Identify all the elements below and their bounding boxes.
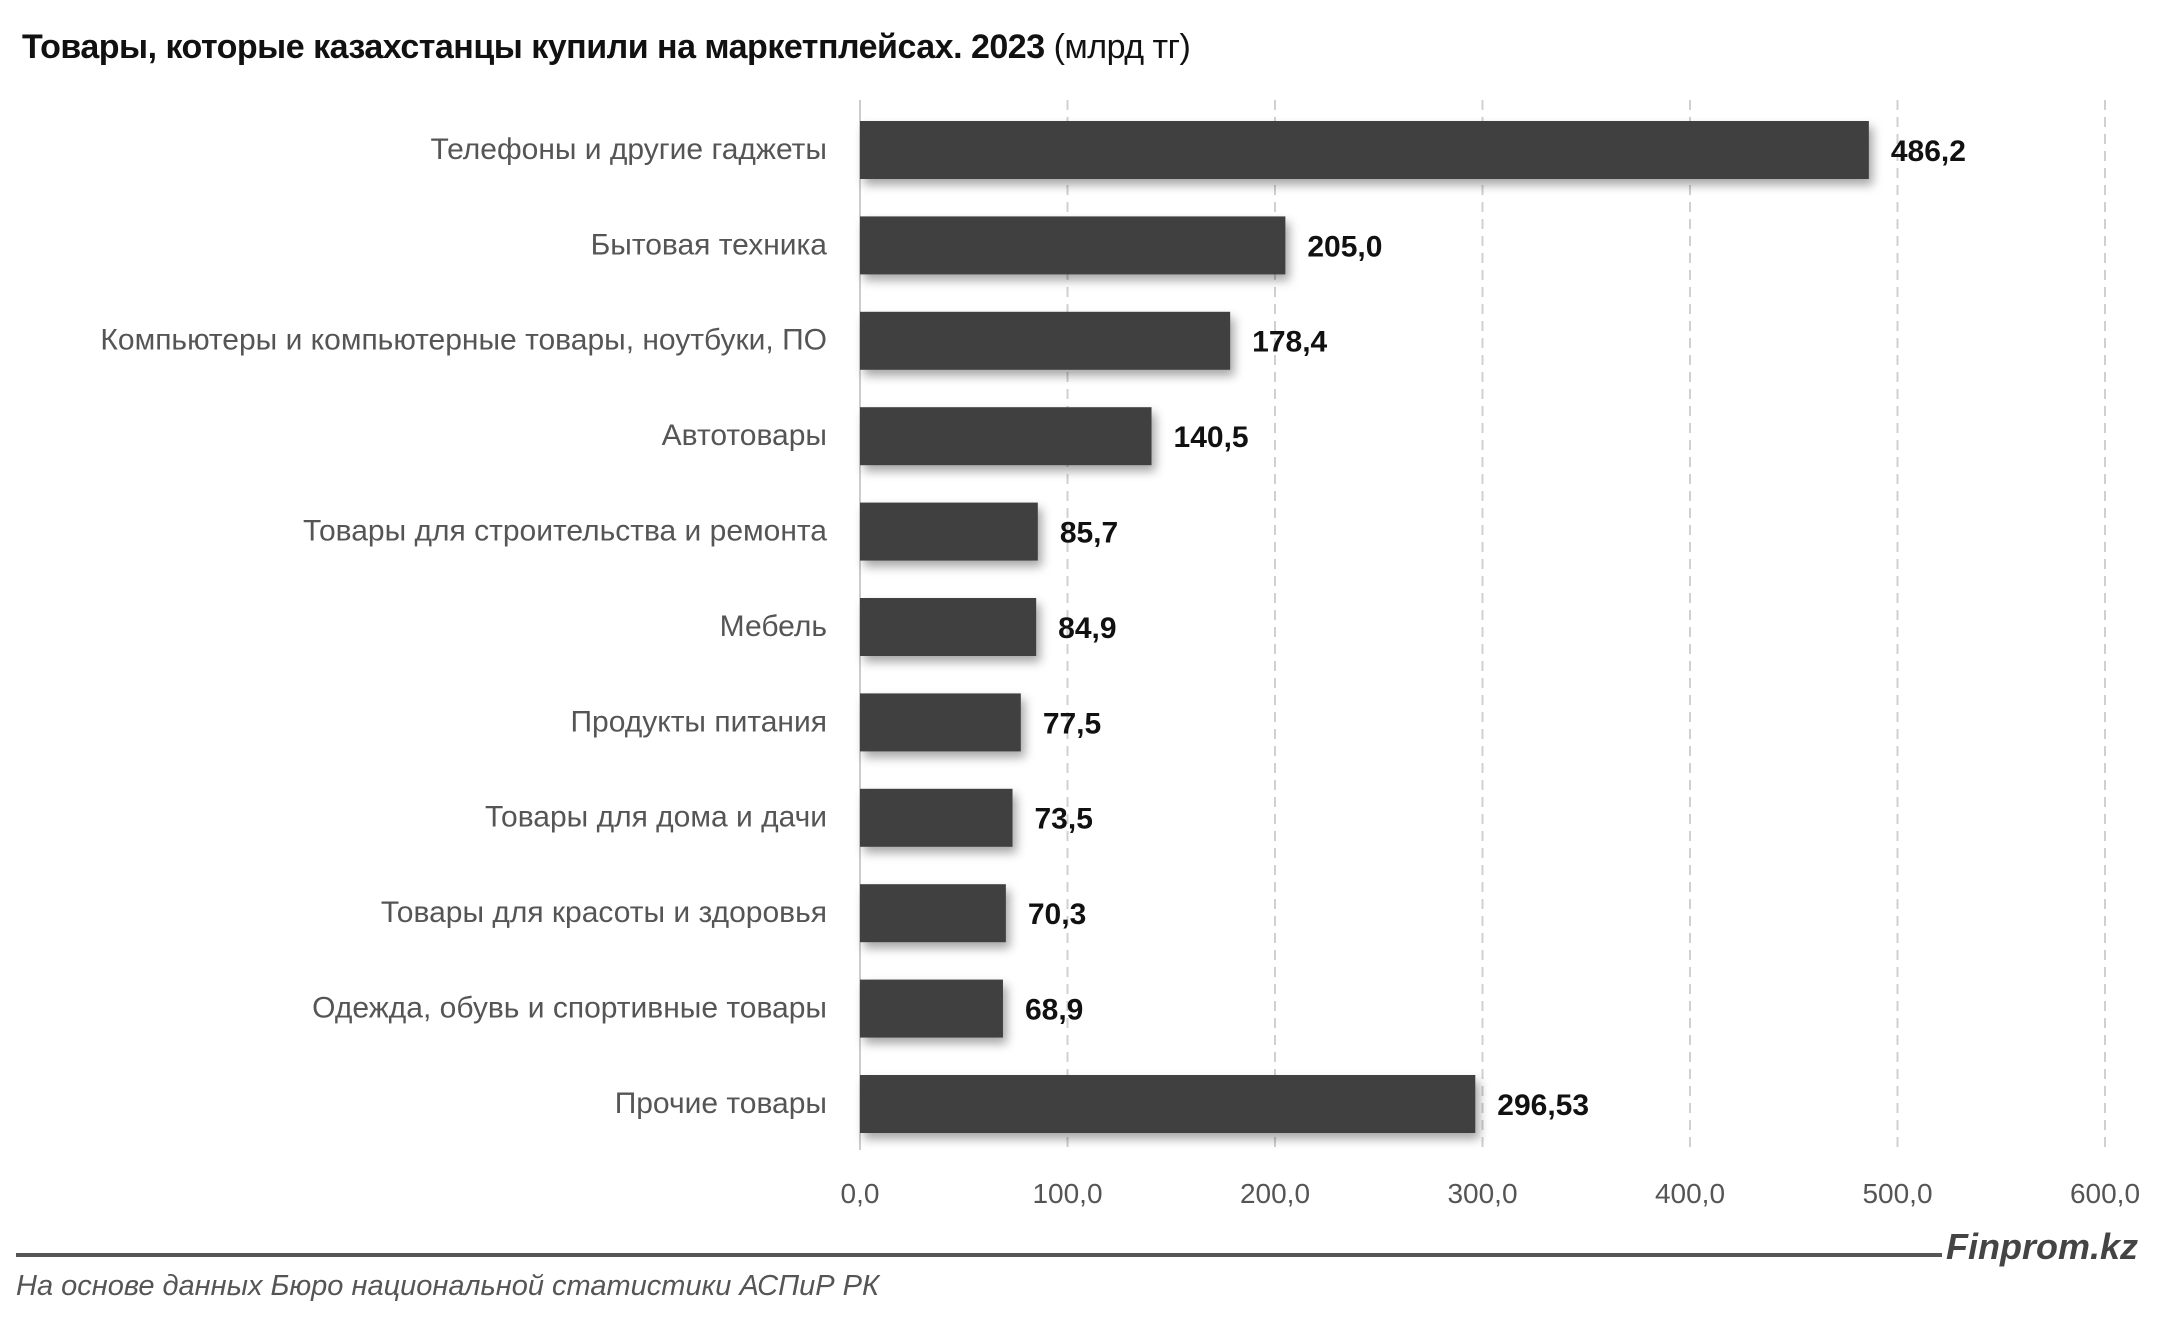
category-label: Бытовая техника (591, 228, 828, 261)
value-label: 84,9 (1058, 612, 1116, 645)
x-tick-label: 400,0 (1655, 1178, 1725, 1209)
value-label: 178,4 (1252, 326, 1327, 359)
bar-chart: Телефоны и другие гаджеты 486,2 Бытовая те… (100, 100, 2140, 1209)
category-label: Одежда, обувь и спортивные товары (312, 992, 827, 1025)
x-tick-label: 600,0 (2070, 1178, 2140, 1209)
value-label: 70,3 (1028, 898, 1086, 931)
bar (860, 884, 1006, 943)
source-note: На основе данных Бюро национальной стати… (16, 1270, 880, 1302)
category-label: Товары для дома и дачи (485, 801, 827, 834)
x-tick-label: 300,0 (1447, 1178, 1517, 1209)
x-tick-label: 200,0 (1240, 1178, 1310, 1209)
value-label: 73,5 (1035, 803, 1093, 836)
category-label: Компьютеры и компьютерные товары, ноутбу… (100, 324, 827, 357)
value-label: 140,5 (1174, 421, 1249, 454)
value-label: 85,7 (1060, 517, 1118, 550)
bar (860, 121, 1869, 179)
value-label: 68,9 (1025, 994, 1083, 1027)
chart-title: Товары, которые казахстанцы купили на ма… (22, 28, 1191, 67)
x-tick-label: 500,0 (1862, 1178, 1932, 1209)
x-tick-label: 0,0 (841, 1178, 880, 1209)
value-label: 205,0 (1307, 230, 1382, 263)
category-label: Товары для красоты и здоровья (381, 896, 827, 929)
bar (860, 979, 1003, 1038)
bar (860, 216, 1286, 275)
category-label: Мебель (720, 610, 827, 643)
title-unit: (млрд тг) (1053, 28, 1191, 66)
category-label: Телефоны и другие гаджеты (430, 133, 827, 166)
x-tick-label: 100,0 (1032, 1178, 1102, 1209)
value-label: 77,5 (1043, 707, 1101, 740)
category-label: Товары для строительства и ремонта (303, 515, 827, 548)
bar (860, 502, 1038, 561)
bar (860, 311, 1231, 370)
title-main: Товары, которые казахстанцы купили на ма… (22, 28, 1045, 66)
category-label: Прочие товары (615, 1087, 827, 1120)
value-label: 486,2 (1891, 135, 1966, 168)
footer-divider (16, 1253, 1942, 1257)
bar (860, 788, 1013, 847)
brand-logo: Finprom.kz (1946, 1226, 2139, 1267)
category-label: Продукты питания (570, 705, 827, 738)
bar (860, 693, 1021, 752)
bar (860, 1075, 1476, 1133)
category-label: Автотовары (662, 419, 827, 452)
bar (860, 407, 1152, 466)
value-label: 296,53 (1497, 1089, 1589, 1122)
bar (860, 598, 1037, 656)
